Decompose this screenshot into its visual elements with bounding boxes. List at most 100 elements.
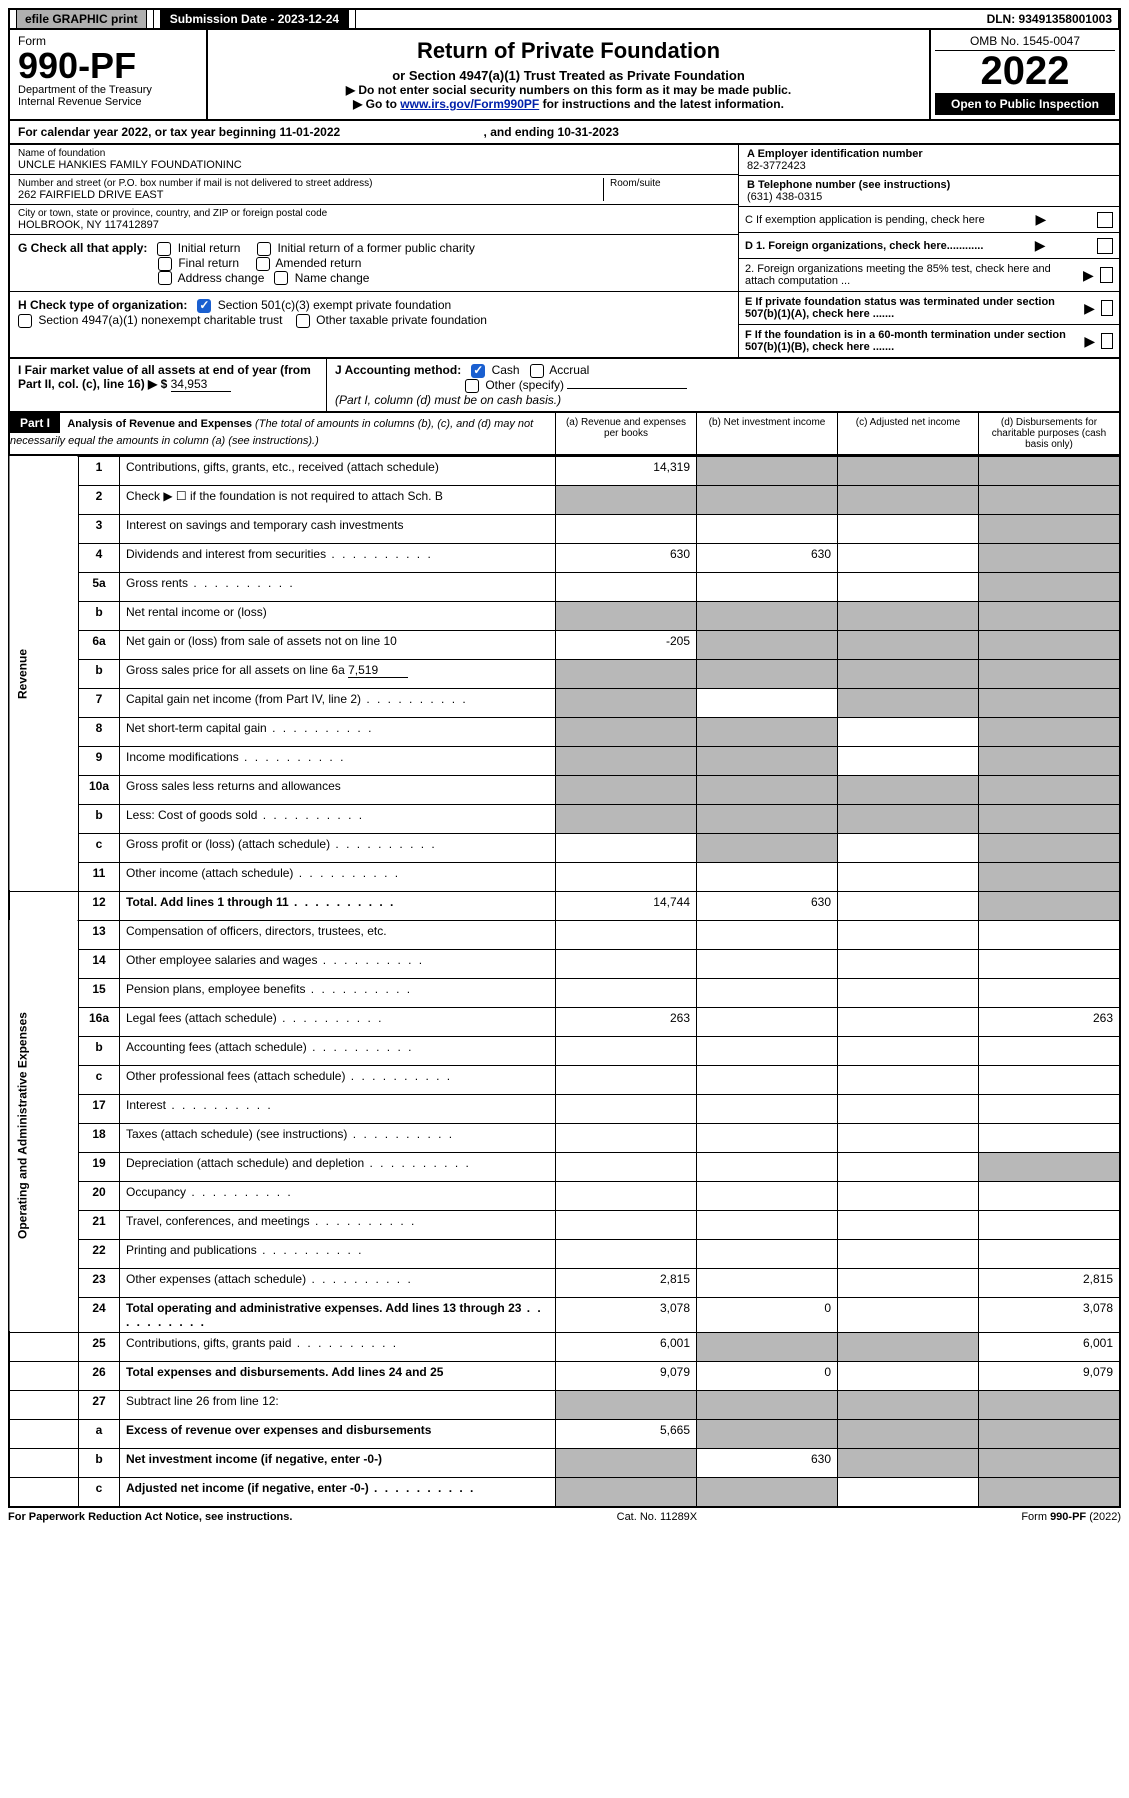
line-9: Income modifications [120, 746, 556, 775]
checkbox-501c3[interactable] [197, 299, 211, 313]
top-bar: efile GRAPHIC print Submission Date - 20… [8, 8, 1121, 30]
checkbox-address-change[interactable] [158, 271, 172, 285]
fmv-value: 34,953 [171, 377, 231, 392]
checkbox-other-method[interactable] [465, 379, 479, 393]
line-16c: Other professional fees (attach schedule… [120, 1065, 556, 1094]
arrow-icon: ▶ [1035, 211, 1046, 228]
line-5a: Gross rents [120, 572, 556, 601]
line-27b: Net investment income (if negative, ente… [120, 1448, 556, 1477]
section-h: H Check type of organization: Section 50… [10, 292, 738, 334]
line-6b: Gross sales price for all assets on line… [120, 659, 556, 688]
line-21: Travel, conferences, and meetings [120, 1210, 556, 1239]
form-subtitle: or Section 4947(a)(1) Trust Treated as P… [212, 68, 925, 83]
tax-year: 2022 [935, 51, 1115, 91]
col-d-header: (d) Disbursements for charitable purpose… [978, 413, 1119, 454]
line-6a: Net gain or (loss) from sale of assets n… [120, 630, 556, 659]
form-title: Return of Private Foundation [212, 38, 925, 64]
city-label: City or town, state or province, country… [18, 208, 730, 219]
checkbox-name-change[interactable] [274, 271, 288, 285]
line-8: Net short-term capital gain [120, 717, 556, 746]
line-10a: Gross sales less returns and allowances [120, 775, 556, 804]
irs-link[interactable]: www.irs.gov/Form990PF [400, 97, 539, 111]
revenue-label: Revenue [9, 456, 79, 891]
form-ref: Form 990-PF (2022) [1021, 1511, 1121, 1523]
checkbox-accrual[interactable] [530, 364, 544, 378]
checkbox-cash[interactable] [471, 364, 485, 378]
line-3: Interest on savings and temporary cash i… [120, 514, 556, 543]
d1-label: D 1. Foreign organizations, check here..… [745, 240, 983, 252]
expenses-label: Operating and Administrative Expenses [9, 920, 79, 1332]
line-16a: Legal fees (attach schedule) [120, 1007, 556, 1036]
line-22: Printing and publications [120, 1239, 556, 1268]
line-17: Interest [120, 1094, 556, 1123]
checkbox-initial-former[interactable] [257, 242, 271, 256]
foundation-name: UNCLE HANKIES FAMILY FOUNDATIONINC [18, 159, 730, 171]
page-footer: For Paperwork Reduction Act Notice, see … [8, 1508, 1121, 1526]
calendar-year-line: For calendar year 2022, or tax year begi… [8, 121, 1121, 145]
line-19: Depreciation (attach schedule) and deple… [120, 1152, 556, 1181]
checkbox-d2[interactable] [1100, 267, 1113, 283]
line-13: Compensation of officers, directors, tru… [120, 920, 556, 949]
col-b-header: (b) Net investment income [696, 413, 837, 454]
part1-badge: Part I [10, 413, 60, 433]
checkbox-final-return[interactable] [158, 257, 172, 271]
checkbox-initial-return[interactable] [157, 242, 171, 256]
accounting-label: J Accounting method: [335, 363, 461, 377]
line-25: Contributions, gifts, grants paid [120, 1332, 556, 1361]
goto-note: ▶ Go to www.irs.gov/Form990PF for instru… [212, 97, 925, 111]
foundation-name-label: Name of foundation [18, 148, 730, 159]
section-g: G Check all that apply: Initial return I… [10, 235, 738, 292]
line-15: Pension plans, employee benefits [120, 978, 556, 1007]
line-24: Total operating and administrative expen… [120, 1297, 556, 1332]
line-23: Other expenses (attach schedule) [120, 1268, 556, 1297]
checkbox-4947a1[interactable] [18, 314, 32, 328]
line-18: Taxes (attach schedule) (see instruction… [120, 1123, 556, 1152]
line-5b: Net rental income or (loss) [120, 601, 556, 630]
line-26: Total expenses and disbursements. Add li… [120, 1361, 556, 1390]
open-public-badge: Open to Public Inspection [935, 93, 1115, 115]
e-label: E If private foundation status was termi… [745, 296, 1078, 320]
line-16b: Accounting fees (attach schedule) [120, 1036, 556, 1065]
address: 262 FAIRFIELD DRIVE EAST [18, 189, 603, 201]
checkbox-c[interactable] [1097, 212, 1113, 228]
checkbox-f[interactable] [1101, 333, 1113, 349]
line-27: Subtract line 26 from line 12: [120, 1390, 556, 1419]
cash-basis-note: (Part I, column (d) must be on cash basi… [335, 393, 561, 407]
line-12: Total. Add lines 1 through 11 [120, 891, 556, 920]
line-2: Check ▶ ☐ if the foundation is not requi… [120, 485, 556, 514]
col-a-header: (a) Revenue and expenses per books [555, 413, 696, 454]
city: HOLBROOK, NY 117412897 [18, 219, 730, 231]
line-4: Dividends and interest from securities [120, 543, 556, 572]
paperwork-notice: For Paperwork Reduction Act Notice, see … [8, 1511, 292, 1523]
line-27a: Excess of revenue over expenses and disb… [120, 1419, 556, 1448]
address-label: Number and street (or P.O. box number if… [18, 178, 603, 189]
d2-label: 2. Foreign organizations meeting the 85%… [745, 263, 1077, 287]
line-10c: Gross profit or (loss) (attach schedule) [120, 833, 556, 862]
col-c-header: (c) Adjusted net income [837, 413, 978, 454]
room-suite-label: Room/suite [610, 178, 730, 189]
line-7: Capital gain net income (from Part IV, l… [120, 688, 556, 717]
line-1: Contributions, gifts, grants, etc., rece… [120, 456, 556, 485]
dept-treasury: Department of the Treasury [18, 84, 198, 96]
part1-header: Part I Analysis of Revenue and Expenses … [8, 413, 1121, 456]
section-ij: I Fair market value of all assets at end… [8, 359, 1121, 413]
submission-date: Submission Date - 2023-12-24 [160, 10, 349, 28]
line-20: Occupancy [120, 1181, 556, 1210]
efile-print-button[interactable]: efile GRAPHIC print [16, 9, 147, 29]
entity-info: Name of foundation UNCLE HANKIES FAMILY … [8, 145, 1121, 359]
ssn-note: ▶ Do not enter social security numbers o… [212, 83, 925, 97]
cat-no: Cat. No. 11289X [617, 1511, 698, 1523]
phone-label: B Telephone number (see instructions) [747, 179, 1111, 191]
checkbox-amended[interactable] [256, 257, 270, 271]
line-10b: Less: Cost of goods sold [120, 804, 556, 833]
form-header: Form 990-PF Department of the Treasury I… [8, 30, 1121, 121]
checkbox-e[interactable] [1101, 300, 1113, 316]
f-label: F If the foundation is in a 60-month ter… [745, 329, 1078, 353]
checkbox-other-taxable[interactable] [296, 314, 310, 328]
fmv-label: I Fair market value of all assets at end… [18, 363, 311, 391]
ein-value: 82-3772423 [747, 160, 1111, 172]
line-11: Other income (attach schedule) [120, 862, 556, 891]
checkbox-d1[interactable] [1097, 238, 1113, 254]
line-14: Other employee salaries and wages [120, 949, 556, 978]
part1-table: Revenue 1Contributions, gifts, grants, e… [8, 456, 1121, 1508]
